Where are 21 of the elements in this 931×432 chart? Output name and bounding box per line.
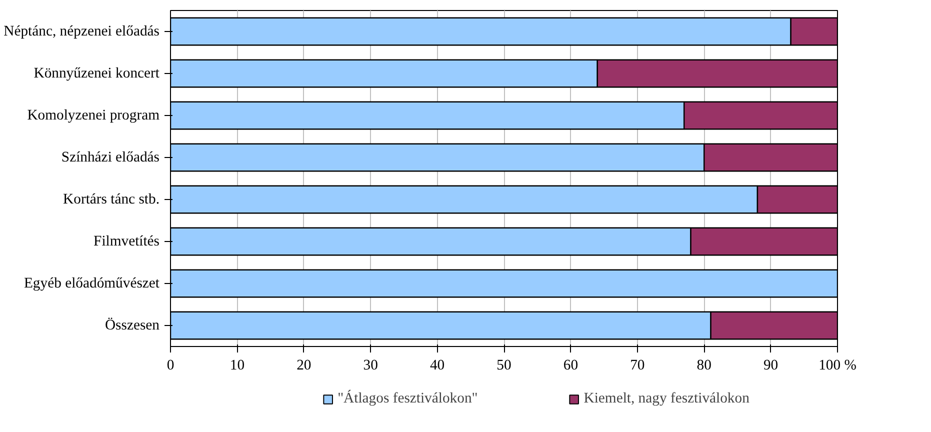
x-tick-label: 100 % [818,358,856,374]
x-tick-label: 20 [296,358,312,374]
y-tick-label: Egyéb előadóművészet [24,276,160,292]
legend-label: "Átlagos fesztiválokon" [338,390,478,407]
x-tick-label: 60 [563,358,578,374]
x-tick-label: 50 [496,358,512,374]
x-tick-label: 80 [696,358,712,374]
y-tick-label: Színházi előadás [61,150,160,166]
x-tick-label: 0 [166,358,174,374]
x-tick-label: 70 [630,358,645,374]
x-tick-label: 40 [430,358,445,374]
x-tick-label: 90 [763,358,778,374]
y-tick-label: Könnyűzenei koncert [34,66,160,82]
y-tick-label: Filmvetítés [94,234,160,250]
legend-label: Kiemelt, nagy fesztiválokon [584,390,750,407]
y-tick-label: Összesen [104,318,160,334]
x-tick-label: 30 [363,358,378,374]
y-tick-label: Néptánc, népzenei előadás [4,24,160,40]
y-tick-label: Komolyzenei program [27,108,160,124]
x-tick-label: 10 [230,358,245,374]
y-tick-label: Kortárs tánc stb. [63,192,160,208]
